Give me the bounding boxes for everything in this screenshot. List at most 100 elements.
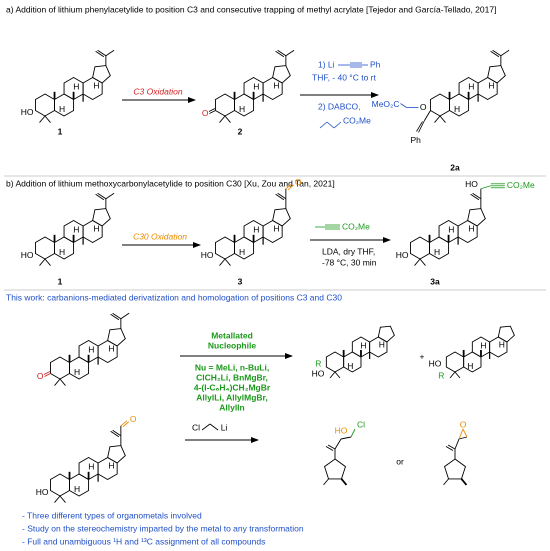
label: CO₂Me xyxy=(507,180,535,190)
compound-label: 3 xyxy=(238,276,243,286)
bullet: - Study on the stereochemistry imparted … xyxy=(22,523,304,533)
ring xyxy=(92,65,111,84)
label: HO xyxy=(21,250,34,260)
bond xyxy=(105,192,115,200)
bond xyxy=(470,193,480,201)
plus: + xyxy=(420,351,425,361)
bond xyxy=(400,103,407,108)
bond xyxy=(39,258,46,266)
label: H xyxy=(273,81,279,91)
arrow-label: C30 Oxidation xyxy=(133,231,187,241)
bond xyxy=(285,49,295,57)
label: R xyxy=(438,370,444,380)
bond xyxy=(112,312,122,320)
bond xyxy=(447,444,456,450)
bond xyxy=(44,115,51,123)
bond xyxy=(54,495,61,503)
bond xyxy=(480,185,491,190)
label: Cl xyxy=(357,419,365,429)
label: H xyxy=(88,462,94,472)
ring xyxy=(107,445,126,464)
bullet: - Full and unambiguous ¹H and ¹³C assign… xyxy=(22,536,265,546)
bond xyxy=(277,49,287,57)
label: CO₂Me xyxy=(343,115,371,125)
bond xyxy=(110,430,120,438)
label: Metallated xyxy=(211,330,253,340)
label: H xyxy=(93,81,99,91)
label: O xyxy=(130,414,137,424)
bond xyxy=(449,371,456,379)
ring xyxy=(497,325,515,343)
label: MeO₂C xyxy=(372,99,400,109)
bond xyxy=(329,371,336,379)
bond xyxy=(445,446,454,451)
bond xyxy=(97,192,107,200)
bond xyxy=(333,121,342,129)
bond xyxy=(454,438,460,450)
bond xyxy=(120,420,128,427)
bond xyxy=(419,258,426,266)
ring xyxy=(377,325,395,343)
compound-label: 1 xyxy=(58,276,63,286)
label: 1) Li xyxy=(318,59,335,69)
bond xyxy=(201,423,211,431)
label: O xyxy=(295,177,302,187)
label: HO xyxy=(21,107,34,117)
bond xyxy=(462,428,468,438)
label: AllylIn xyxy=(219,402,245,412)
bond xyxy=(95,193,105,201)
bond xyxy=(340,436,352,440)
label: H xyxy=(88,345,94,355)
label: H xyxy=(74,367,80,377)
bond xyxy=(424,110,431,121)
bond xyxy=(224,258,231,266)
label: H xyxy=(239,104,245,114)
bond xyxy=(59,378,66,386)
bond xyxy=(54,378,61,386)
label: H xyxy=(59,104,65,114)
label: Cl xyxy=(192,422,200,432)
compound-label: 2 xyxy=(238,126,243,136)
bond xyxy=(418,120,425,133)
bond xyxy=(439,115,446,123)
bond xyxy=(334,438,342,450)
heading: a) Addition of lithium phenylacetylide t… xyxy=(6,4,496,14)
ring xyxy=(92,208,111,227)
label: H xyxy=(93,224,99,234)
bond xyxy=(334,371,341,379)
compound-label: 2a xyxy=(450,162,460,172)
label: HO xyxy=(312,368,325,378)
bond xyxy=(219,115,226,123)
bond xyxy=(350,428,356,438)
label: H xyxy=(434,247,440,257)
bond xyxy=(443,478,449,486)
bond xyxy=(209,423,219,431)
label: HO xyxy=(201,250,214,260)
bond xyxy=(44,258,51,266)
label: O xyxy=(202,108,209,118)
bond xyxy=(275,50,285,58)
bond xyxy=(460,478,468,486)
bond xyxy=(472,192,482,200)
label: CO₂Me xyxy=(342,221,370,231)
ring xyxy=(324,458,346,480)
label: Li xyxy=(221,422,228,432)
bond xyxy=(275,193,285,201)
label: O xyxy=(37,371,44,381)
heading: This work: carbanions-mediated derivatiz… xyxy=(6,292,342,302)
label: 2) DABCO, xyxy=(318,101,361,111)
ring xyxy=(272,208,291,227)
bond xyxy=(43,371,51,375)
label: Ph xyxy=(410,135,421,145)
bond xyxy=(434,115,441,123)
compound-label: 3a xyxy=(430,276,440,286)
label: H xyxy=(347,361,353,371)
label: H xyxy=(379,339,385,349)
bond xyxy=(285,183,293,190)
label: H xyxy=(73,225,79,235)
bond xyxy=(209,110,216,114)
bond xyxy=(39,115,46,123)
bond xyxy=(340,478,348,486)
bond xyxy=(219,258,226,266)
bond xyxy=(105,49,115,57)
